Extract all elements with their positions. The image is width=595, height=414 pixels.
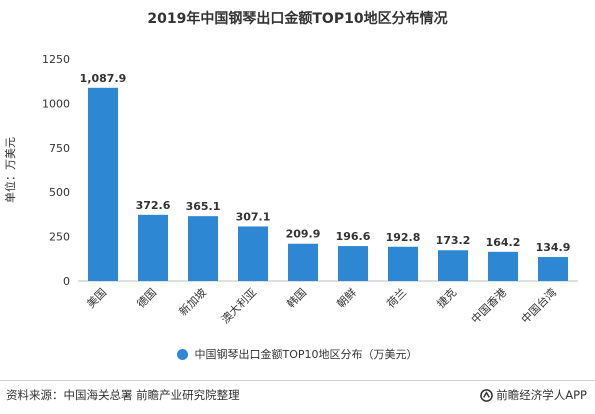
bar <box>388 246 418 281</box>
bar-value-label: 134.9 <box>536 241 571 254</box>
y-tick-label: 1250 <box>42 53 70 66</box>
y-axis-label: 单位：万美元 <box>3 137 17 203</box>
bar-value-label: 1,087.9 <box>80 72 127 85</box>
bar <box>188 216 218 281</box>
legend-swatch <box>177 348 189 360</box>
y-tick-label: 500 <box>49 186 70 199</box>
y-tick-label: 0 <box>63 275 70 288</box>
bar-value-label: 307.1 <box>236 210 271 223</box>
x-tick-label: 朝鲜 <box>334 285 359 310</box>
x-tick-label: 澳大利亚 <box>218 285 259 326</box>
y-tick-label: 1000 <box>42 97 70 110</box>
footer-brand-text: 前瞻经济学人APP <box>496 388 587 402</box>
x-tick-label: 德国 <box>134 285 159 310</box>
x-tick-label: 韩国 <box>284 285 309 310</box>
bar-value-label: 365.1 <box>186 200 221 213</box>
bar <box>238 226 268 281</box>
x-tick-label: 美国 <box>84 286 109 311</box>
bar-value-label: 372.6 <box>136 199 171 212</box>
bar-value-label: 209.9 <box>286 228 321 241</box>
bar-value-label: 196.6 <box>336 230 371 243</box>
bars <box>88 87 568 281</box>
bar <box>288 243 318 281</box>
bar-chart: 单位：万美元 0 250 500 750 1000 1250 1,087.9 372.6 36… <box>3 53 578 326</box>
y-axis-ticks: 0 250 500 750 1000 1250 <box>42 53 70 288</box>
y-axis-label-group: 单位：万美元 <box>3 137 17 203</box>
x-tick-label: 捷克 <box>434 285 459 310</box>
footer-brand: 前瞻经济学人APP <box>480 387 587 403</box>
bar <box>438 250 468 281</box>
legend-label: 中国钢琴出口金额TOP10地区分布（万美元） <box>194 348 418 361</box>
bar-value-labels: 1,087.9 372.6 365.1 307.1 209.9 196.6 192.8 173… <box>80 72 571 254</box>
bar-value-label: 173.2 <box>436 234 471 247</box>
x-tick-label: 中国香港 <box>469 286 509 326</box>
y-tick-label: 750 <box>49 142 70 155</box>
x-tick-label: 新加坡 <box>176 285 209 318</box>
y-tick-label: 250 <box>49 231 70 244</box>
bar <box>488 251 518 281</box>
x-tick-label: 中国台湾 <box>518 285 559 326</box>
bar-value-label: 192.8 <box>386 231 421 244</box>
bar-value-label: 164.2 <box>486 236 521 249</box>
x-tick-label: 荷兰 <box>384 286 409 311</box>
x-axis-ticks: 美国 德国 新加坡 澳大利亚 韩国 朝鲜 荷兰 捷克 中国香港 中国台湾 <box>84 285 559 326</box>
bar <box>138 214 168 281</box>
footer-source: 资料来源：中国海关总署 前瞻产业研究院整理 <box>6 388 240 402</box>
bar <box>338 246 368 281</box>
bar <box>538 257 568 281</box>
legend: 中国钢琴出口金额TOP10地区分布（万美元） <box>0 344 595 364</box>
footer-divider <box>0 380 595 381</box>
bar <box>88 87 118 281</box>
chart-title: 2019年中国钢琴出口金额TOP10地区分布情况 <box>147 11 448 27</box>
brand-logo-icon <box>480 388 494 402</box>
